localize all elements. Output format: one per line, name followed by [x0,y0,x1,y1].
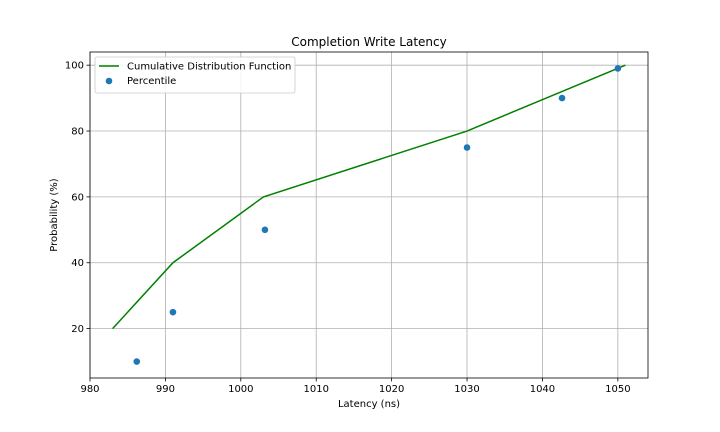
y-tick-label: 100 [65,61,84,72]
legend-label-percentile: Percentile [127,76,176,87]
chart-title: Completion Write Latency [291,35,446,49]
y-tick-label: 80 [71,127,84,138]
grid-layer [89,52,648,378]
y-axis-ticks: 20 40 60 80 100 [65,61,90,335]
series-layer [112,64,626,365]
y-tick-label: 40 [71,258,84,269]
percentile-point [169,308,177,316]
x-tick-label: 1010 [303,384,328,395]
x-tick-label: 1000 [228,384,253,395]
x-tick-label: 1040 [530,384,555,395]
x-tick-label: 980 [80,384,99,395]
legend: Cumulative Distribution Function Percent… [94,56,296,94]
x-tick-label: 1030 [454,384,479,395]
x-axis-title: Latency (ns) [338,399,400,410]
percentile-point [261,226,269,234]
x-axis-ticks: 980 990 1000 1010 1020 1030 1040 1050 [80,378,631,395]
percentile-point [558,94,566,102]
x-tick-label: 1020 [379,384,404,395]
percentile-point [133,358,141,365]
legend-label-cdf: Cumulative Distribution Function [127,62,291,73]
y-tick-label: 20 [71,324,84,335]
plot-frame [89,51,649,379]
percentile-point [463,144,471,151]
y-tick-label: 60 [71,192,84,203]
legend-swatch-percentile [105,77,113,85]
percentile-point [614,65,622,72]
x-tick-label: 1050 [605,384,630,395]
y-axis-title: Probability (%) [49,178,60,251]
legend-box [94,56,296,94]
cdf-line [112,64,626,330]
x-tick-label: 990 [156,384,175,395]
